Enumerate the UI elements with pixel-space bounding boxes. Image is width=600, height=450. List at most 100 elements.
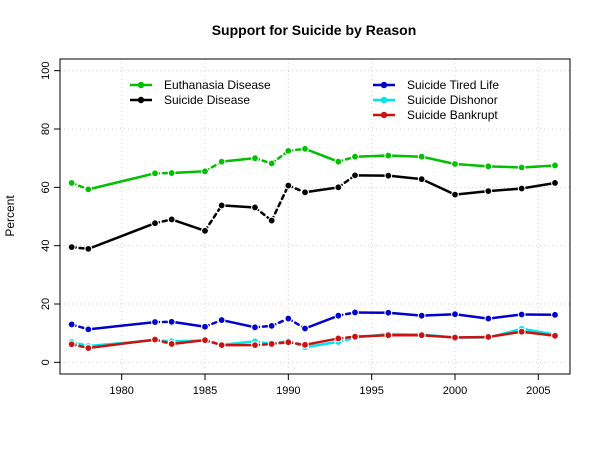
data-point — [551, 310, 559, 319]
data-point — [334, 183, 343, 192]
chart-title: Support for Suicide by Reason — [212, 22, 417, 38]
series-segment — [420, 155, 457, 166]
data-point — [551, 331, 559, 340]
data-point — [84, 325, 93, 334]
data-point — [384, 151, 393, 160]
series-segment — [303, 340, 340, 349]
data-point — [151, 318, 159, 326]
data-point — [417, 175, 426, 184]
x-axis: 1980 1985 1990 1995 2000 2005 — [109, 374, 551, 397]
y-tick-label: 0 — [40, 359, 52, 365]
series-segment — [387, 154, 423, 158]
series-segment — [170, 320, 207, 328]
data-point — [351, 171, 359, 180]
legend-marker — [380, 111, 388, 119]
data-point — [301, 144, 309, 153]
data-point — [267, 159, 276, 168]
data-point — [451, 190, 459, 199]
grid — [60, 59, 570, 374]
series-segment — [170, 218, 207, 233]
series-segment — [453, 162, 490, 168]
data-point — [251, 323, 259, 332]
legend-label: Suicide Bankrupt — [407, 108, 498, 122]
series-segment — [303, 186, 340, 194]
y-axis-label: Percent — [3, 195, 17, 237]
data-point — [67, 320, 76, 329]
data-point — [517, 310, 526, 319]
data-point — [217, 341, 226, 350]
plot-frame — [59, 58, 571, 375]
y-tick-label: 40 — [40, 240, 52, 252]
series-segment — [420, 333, 457, 339]
data-point — [251, 341, 259, 350]
series-segment — [87, 172, 157, 191]
series-segment — [353, 154, 390, 158]
series-segment — [487, 313, 523, 320]
data-point — [551, 179, 559, 187]
data-point — [384, 308, 393, 317]
data-point — [301, 324, 309, 333]
series-segment — [453, 312, 490, 320]
data-point — [484, 187, 493, 196]
legend-label: Suicide Dishonor — [407, 93, 498, 107]
x-tick-label: 2005 — [526, 385, 550, 397]
x-tick-label: 1990 — [276, 385, 300, 397]
data-point — [84, 244, 93, 253]
data-point — [351, 152, 359, 161]
x-tick-label: 1995 — [359, 385, 383, 397]
series-segment — [453, 335, 490, 339]
x-tick-label: 1985 — [193, 385, 217, 397]
data-point — [217, 157, 226, 166]
series-segment — [87, 320, 157, 331]
data-point — [67, 179, 76, 187]
data-point — [351, 332, 359, 341]
data-point — [451, 310, 459, 319]
data-point — [151, 335, 159, 344]
data-point — [384, 331, 393, 340]
data-point — [201, 336, 209, 345]
series-segment — [270, 184, 290, 222]
data-point — [167, 317, 176, 326]
series-euthanasia-disease — [67, 144, 559, 194]
series-segment — [170, 338, 207, 346]
series-segment — [420, 177, 457, 196]
series-segment — [387, 174, 423, 181]
data-point — [517, 327, 526, 336]
data-point — [201, 322, 209, 331]
y-tick-label: 60 — [40, 181, 52, 193]
y-tick-label: 20 — [40, 298, 52, 310]
series-segment — [303, 337, 340, 347]
data-point — [167, 215, 176, 224]
series-layer — [67, 144, 559, 352]
data-point — [301, 188, 309, 197]
data-point — [417, 152, 426, 161]
data-point — [284, 314, 293, 323]
data-point — [284, 338, 293, 347]
legend-marker — [137, 96, 145, 104]
series-suicide-disease — [67, 171, 559, 253]
series-segment — [203, 204, 223, 233]
legend-marker — [380, 81, 388, 89]
data-point — [551, 161, 559, 170]
series-segment — [220, 204, 257, 209]
series-segment — [87, 338, 157, 350]
data-point — [334, 311, 343, 320]
data-point — [251, 154, 259, 163]
data-point — [484, 162, 493, 171]
y-axis: 0 20 40 60 80 100 — [40, 61, 60, 365]
data-point — [167, 340, 176, 348]
x-tick-label: 1980 — [109, 385, 133, 397]
series-segment — [520, 330, 557, 338]
y-tick-label: 100 — [40, 61, 52, 79]
legend-label: Suicide Tired Life — [407, 78, 499, 92]
data-point — [417, 311, 426, 320]
series-segment — [303, 147, 340, 163]
data-point — [84, 344, 93, 352]
data-point — [267, 321, 276, 330]
series-segment — [87, 221, 157, 251]
data-point — [67, 340, 76, 349]
data-point — [267, 340, 276, 348]
data-point — [334, 334, 343, 343]
